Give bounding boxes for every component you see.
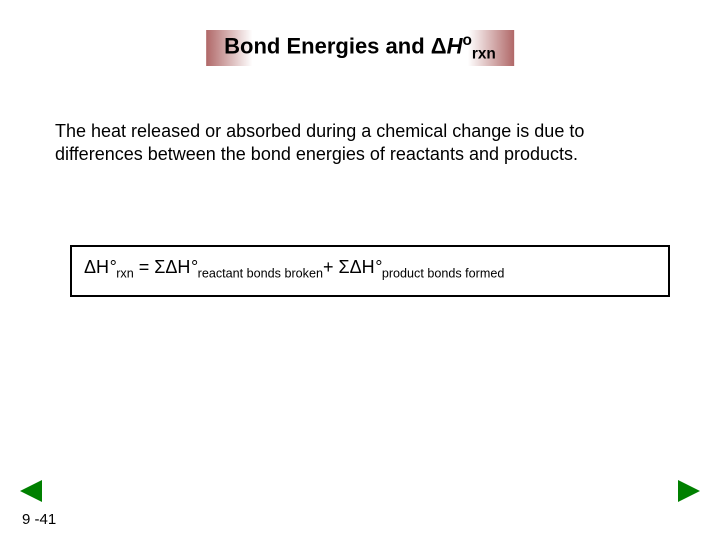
eq-sub-reactants: reactant bonds broken <box>198 267 323 281</box>
body-paragraph: The heat released or absorbed during a c… <box>55 120 660 167</box>
arrow-right-icon <box>678 480 700 502</box>
eq-sub-products: product bonds formed <box>382 267 505 281</box>
arrow-left-icon <box>20 480 42 502</box>
eq-deltaH-3: ΔH° <box>350 257 382 277</box>
next-slide-button[interactable] <box>678 480 700 502</box>
eq-sigma-1: Σ <box>154 257 165 277</box>
prev-slide-button[interactable] <box>20 480 42 502</box>
title-delta: Δ <box>431 33 447 58</box>
title-subscript: rxn <box>472 46 496 63</box>
eq-sigma-2: Σ <box>338 257 349 277</box>
eq-equals: = <box>134 257 155 277</box>
eq-deltaH-1: ΔH° <box>84 257 116 277</box>
equation-box: ΔH°rxn = ΣΔH°reactant bonds broken+ ΣΔH°… <box>70 245 670 297</box>
title-prefix: Bond Energies and <box>224 33 431 58</box>
eq-sub-rxn: rxn <box>116 267 134 281</box>
eq-deltaH-2: ΔH° <box>165 257 197 277</box>
slide-number: 9 -41 <box>22 511 56 528</box>
slide-title: Bond Energies and ΔHorxn <box>206 30 514 66</box>
eq-plus: + <box>323 257 339 277</box>
title-H: H <box>447 33 463 58</box>
title-superscript: o <box>462 32 471 49</box>
